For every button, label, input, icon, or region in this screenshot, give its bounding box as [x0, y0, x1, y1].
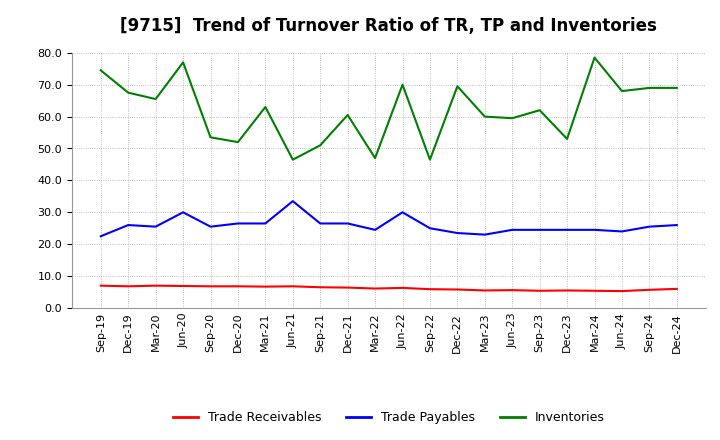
- Trade Payables: [179, 209, 187, 215]
- Inventories: [206, 135, 215, 140]
- Trade Payables: [508, 227, 516, 232]
- Trade Payables: [371, 227, 379, 232]
- Trade Receivables: [590, 288, 599, 293]
- Trade Receivables: [536, 288, 544, 293]
- Inventories: [426, 157, 434, 162]
- Trade Receivables: [371, 286, 379, 291]
- Trade Payables: [672, 222, 681, 228]
- Trade Payables: [563, 227, 572, 232]
- Trade Receivables: [316, 285, 325, 290]
- Trade Receivables: [206, 284, 215, 289]
- Trade Payables: [261, 221, 270, 226]
- Trade Receivables: [96, 283, 105, 288]
- Line: Trade Receivables: Trade Receivables: [101, 286, 677, 291]
- Inventories: [96, 68, 105, 73]
- Trade Payables: [480, 232, 489, 237]
- Inventories: [124, 90, 132, 95]
- Legend: Trade Receivables, Trade Payables, Inventories: Trade Receivables, Trade Payables, Inven…: [168, 407, 610, 429]
- Trade Payables: [206, 224, 215, 229]
- Trade Receivables: [480, 288, 489, 293]
- Trade Receivables: [645, 287, 654, 293]
- Trade Payables: [151, 224, 160, 229]
- Trade Receivables: [233, 284, 242, 289]
- Trade Payables: [645, 224, 654, 229]
- Trade Receivables: [289, 284, 297, 289]
- Inventories: [508, 116, 516, 121]
- Inventories: [398, 82, 407, 87]
- Trade Receivables: [618, 289, 626, 294]
- Trade Receivables: [672, 286, 681, 291]
- Trade Receivables: [426, 286, 434, 292]
- Inventories: [590, 55, 599, 60]
- Inventories: [233, 139, 242, 145]
- Text: [9715]  Trend of Turnover Ratio of TR, TP and Inventories: [9715] Trend of Turnover Ratio of TR, TP…: [120, 18, 657, 35]
- Trade Payables: [426, 226, 434, 231]
- Trade Receivables: [151, 283, 160, 288]
- Inventories: [343, 112, 352, 117]
- Trade Payables: [618, 229, 626, 234]
- Trade Payables: [316, 221, 325, 226]
- Inventories: [289, 157, 297, 162]
- Inventories: [371, 155, 379, 161]
- Trade Receivables: [508, 287, 516, 293]
- Trade Receivables: [398, 285, 407, 290]
- Inventories: [261, 104, 270, 110]
- Trade Payables: [124, 222, 132, 228]
- Trade Receivables: [343, 285, 352, 290]
- Trade Payables: [536, 227, 544, 232]
- Line: Inventories: Inventories: [101, 58, 677, 160]
- Inventories: [179, 60, 187, 65]
- Trade Receivables: [179, 283, 187, 289]
- Trade Payables: [343, 221, 352, 226]
- Trade Receivables: [453, 287, 462, 292]
- Inventories: [672, 85, 681, 91]
- Inventories: [563, 136, 572, 142]
- Inventories: [480, 114, 489, 119]
- Trade Payables: [96, 234, 105, 239]
- Inventories: [453, 84, 462, 89]
- Trade Payables: [233, 221, 242, 226]
- Inventories: [151, 96, 160, 102]
- Trade Receivables: [124, 284, 132, 289]
- Trade Payables: [398, 209, 407, 215]
- Trade Payables: [453, 231, 462, 236]
- Inventories: [316, 143, 325, 148]
- Inventories: [618, 88, 626, 94]
- Inventories: [645, 85, 654, 91]
- Trade Payables: [289, 198, 297, 204]
- Trade Receivables: [261, 284, 270, 289]
- Trade Payables: [590, 227, 599, 232]
- Line: Trade Payables: Trade Payables: [101, 201, 677, 236]
- Inventories: [536, 107, 544, 113]
- Trade Receivables: [563, 288, 572, 293]
